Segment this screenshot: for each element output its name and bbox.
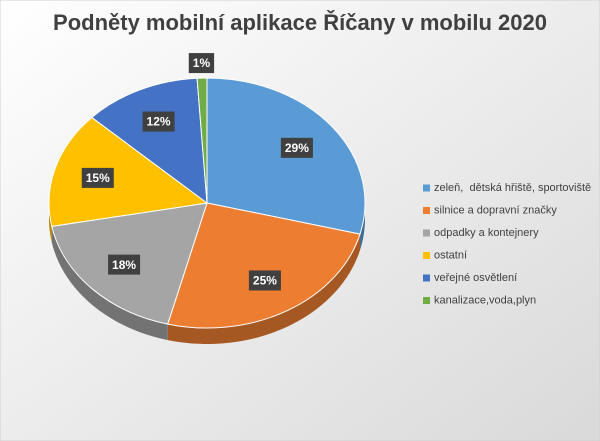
data-label-box bbox=[280, 137, 313, 158]
data-label-box bbox=[81, 167, 114, 188]
data-label: 29% bbox=[285, 141, 309, 155]
slice bbox=[91, 77, 208, 205]
legend-swatch bbox=[423, 184, 430, 192]
data-label-group: 25% bbox=[248, 270, 281, 291]
data-label: 12% bbox=[147, 115, 171, 129]
slice bbox=[48, 116, 209, 227]
legend-swatch bbox=[423, 252, 430, 259]
legend-label: kanalizace,voda,plyn bbox=[434, 294, 536, 306]
slice-side bbox=[51, 226, 168, 341]
slice-side bbox=[167, 234, 361, 344]
data-label: 15% bbox=[86, 171, 110, 185]
legend-swatch bbox=[423, 207, 430, 214]
data-label-group: 18% bbox=[108, 254, 141, 275]
data-label-box bbox=[108, 254, 141, 275]
legend-label: ostatní bbox=[434, 249, 467, 261]
legend-swatch bbox=[423, 274, 430, 282]
chart-title: Podněty mobilní aplikace Říčany v mobilu… bbox=[53, 10, 547, 35]
legend-swatch bbox=[423, 297, 430, 304]
legend-swatch bbox=[423, 229, 430, 237]
data-label-group: 15% bbox=[81, 167, 114, 188]
data-label-box bbox=[188, 53, 215, 74]
data-label-box bbox=[248, 270, 281, 291]
slice bbox=[196, 77, 208, 204]
data-label: 18% bbox=[112, 258, 136, 272]
slice bbox=[167, 202, 361, 329]
legend-label: odpadky a kontejnery bbox=[434, 227, 539, 239]
legend-label: zeleň, dětská hřiště, sportoviště bbox=[434, 182, 591, 194]
data-label-box bbox=[142, 111, 175, 132]
legend-label: silnice a dopravní značky bbox=[434, 204, 557, 216]
data-label-group: 12% bbox=[142, 111, 175, 132]
legend-label: veřejné osvětlení bbox=[434, 272, 517, 284]
data-label-group: 29% bbox=[280, 137, 313, 158]
data-label-group: 1% bbox=[188, 53, 215, 74]
data-label: 25% bbox=[253, 274, 277, 288]
data-label: 1% bbox=[193, 56, 211, 70]
